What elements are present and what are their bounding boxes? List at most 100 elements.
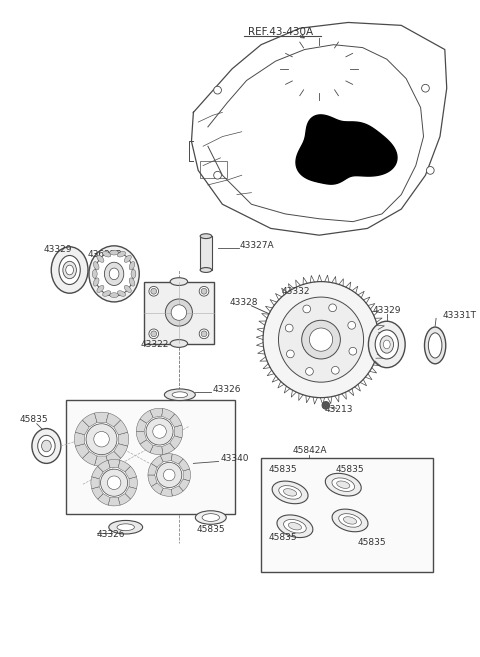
- Polygon shape: [108, 497, 120, 506]
- Ellipse shape: [97, 256, 104, 262]
- Polygon shape: [296, 115, 397, 184]
- Circle shape: [278, 297, 363, 382]
- Ellipse shape: [51, 247, 88, 293]
- Circle shape: [310, 328, 333, 351]
- Polygon shape: [150, 445, 163, 455]
- Bar: [200, 161, 227, 178]
- Text: 45842A: 45842A: [292, 446, 327, 455]
- Polygon shape: [162, 443, 175, 455]
- Ellipse shape: [428, 333, 442, 358]
- Ellipse shape: [95, 252, 133, 296]
- Ellipse shape: [38, 436, 55, 457]
- Polygon shape: [150, 408, 163, 417]
- Circle shape: [349, 348, 357, 355]
- Polygon shape: [160, 488, 172, 496]
- Text: 45835: 45835: [269, 464, 298, 474]
- Circle shape: [101, 469, 128, 496]
- Polygon shape: [92, 466, 103, 479]
- Circle shape: [165, 299, 192, 326]
- Bar: [261, 457, 433, 572]
- Text: REF.43-430A: REF.43-430A: [248, 27, 313, 37]
- Circle shape: [214, 86, 221, 94]
- Polygon shape: [98, 461, 110, 472]
- Circle shape: [329, 304, 336, 311]
- Polygon shape: [151, 483, 163, 494]
- Ellipse shape: [325, 473, 361, 496]
- Polygon shape: [91, 477, 99, 489]
- Circle shape: [287, 350, 294, 358]
- Text: 43327A: 43327A: [240, 241, 275, 250]
- Ellipse shape: [110, 293, 119, 298]
- Circle shape: [94, 432, 109, 447]
- Circle shape: [146, 418, 173, 445]
- Ellipse shape: [284, 520, 306, 533]
- Circle shape: [306, 367, 313, 375]
- Ellipse shape: [97, 285, 104, 292]
- Circle shape: [199, 286, 209, 296]
- Text: 43329: 43329: [372, 306, 401, 315]
- Circle shape: [149, 329, 158, 338]
- Ellipse shape: [94, 261, 99, 270]
- Circle shape: [332, 367, 339, 374]
- Polygon shape: [83, 413, 97, 427]
- Circle shape: [322, 401, 330, 409]
- Polygon shape: [162, 409, 175, 420]
- Circle shape: [302, 320, 340, 359]
- Polygon shape: [179, 459, 190, 471]
- Polygon shape: [118, 493, 131, 505]
- Text: 45835: 45835: [269, 533, 298, 542]
- Bar: [200, 236, 212, 270]
- Ellipse shape: [380, 336, 394, 353]
- Text: 43625B: 43625B: [87, 250, 122, 259]
- Circle shape: [156, 463, 182, 487]
- Circle shape: [86, 424, 117, 455]
- Ellipse shape: [172, 392, 188, 397]
- Polygon shape: [83, 451, 97, 465]
- Polygon shape: [118, 461, 131, 472]
- Polygon shape: [140, 411, 153, 423]
- Text: 43328: 43328: [229, 298, 258, 307]
- Text: 43332: 43332: [282, 286, 310, 296]
- Polygon shape: [125, 466, 136, 479]
- Ellipse shape: [124, 285, 132, 292]
- Polygon shape: [95, 412, 108, 422]
- Ellipse shape: [42, 440, 51, 452]
- Ellipse shape: [105, 262, 124, 286]
- Polygon shape: [114, 443, 128, 459]
- Polygon shape: [125, 487, 136, 499]
- Text: 43322: 43322: [141, 340, 169, 349]
- Polygon shape: [148, 475, 157, 486]
- Polygon shape: [151, 456, 163, 467]
- Ellipse shape: [59, 256, 80, 284]
- Circle shape: [348, 321, 356, 329]
- Circle shape: [108, 476, 121, 489]
- Ellipse shape: [375, 330, 398, 359]
- Ellipse shape: [288, 522, 301, 530]
- Bar: [66, 399, 235, 514]
- Polygon shape: [169, 414, 182, 427]
- Ellipse shape: [202, 514, 219, 522]
- Circle shape: [199, 329, 209, 338]
- Polygon shape: [171, 486, 183, 496]
- Circle shape: [201, 331, 207, 337]
- Circle shape: [171, 305, 187, 320]
- Circle shape: [214, 171, 221, 179]
- Polygon shape: [75, 420, 89, 435]
- Ellipse shape: [384, 340, 390, 349]
- Polygon shape: [98, 493, 110, 505]
- Polygon shape: [169, 436, 182, 449]
- Ellipse shape: [103, 291, 111, 296]
- Circle shape: [285, 324, 293, 332]
- Ellipse shape: [63, 261, 76, 279]
- Text: 43326: 43326: [213, 386, 241, 394]
- Text: 43331T: 43331T: [443, 311, 477, 320]
- Ellipse shape: [118, 252, 126, 257]
- Polygon shape: [136, 432, 146, 444]
- Ellipse shape: [339, 514, 361, 527]
- Ellipse shape: [170, 340, 188, 348]
- Ellipse shape: [118, 291, 126, 296]
- Ellipse shape: [170, 278, 188, 286]
- Ellipse shape: [424, 327, 446, 364]
- Ellipse shape: [277, 515, 313, 537]
- Polygon shape: [179, 479, 190, 491]
